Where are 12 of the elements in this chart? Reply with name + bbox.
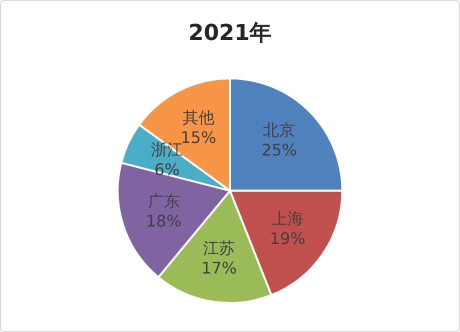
slice-label: 江苏: [203, 238, 236, 258]
data-label: 17%: [201, 258, 237, 278]
data-label: 25%: [261, 140, 298, 160]
slice-label: 浙江: [151, 140, 183, 160]
chart-title: 2021年: [188, 20, 272, 46]
data-label: 18%: [146, 211, 182, 230]
slice-label: 上海: [272, 208, 304, 228]
slice-label: 其他: [182, 108, 214, 127]
data-label: 15%: [180, 128, 216, 147]
slice-label: 北京: [263, 120, 296, 140]
data-label: 19%: [270, 228, 306, 248]
slice-label: 广东: [148, 191, 180, 210]
